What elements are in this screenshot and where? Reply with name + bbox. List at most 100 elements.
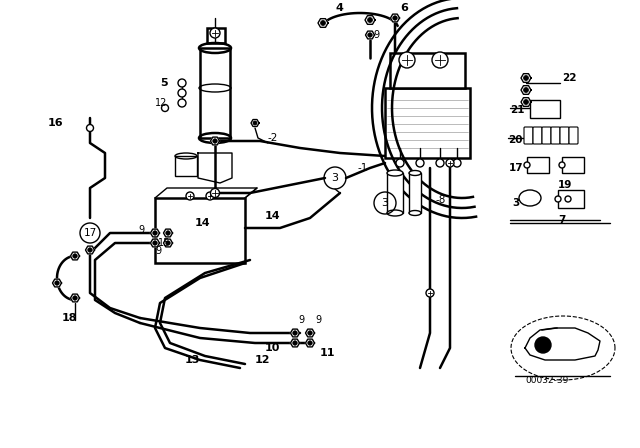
Circle shape — [178, 79, 186, 87]
Ellipse shape — [409, 171, 421, 176]
Circle shape — [178, 99, 186, 107]
Polygon shape — [86, 246, 95, 254]
Text: 9: 9 — [155, 246, 161, 256]
FancyBboxPatch shape — [385, 88, 470, 158]
FancyBboxPatch shape — [155, 198, 245, 263]
Text: 14: 14 — [195, 218, 211, 228]
Polygon shape — [52, 279, 61, 287]
Text: -8: -8 — [435, 195, 445, 205]
Text: 9: 9 — [138, 225, 144, 235]
Circle shape — [535, 337, 551, 353]
Circle shape — [86, 125, 93, 132]
Circle shape — [153, 231, 157, 235]
FancyBboxPatch shape — [562, 157, 584, 173]
Text: 00032-39: 00032-39 — [525, 375, 568, 384]
FancyBboxPatch shape — [390, 53, 465, 88]
Circle shape — [559, 162, 565, 168]
Text: 9: 9 — [315, 315, 321, 325]
Text: 19: 19 — [558, 180, 572, 190]
Polygon shape — [163, 229, 173, 237]
Circle shape — [212, 139, 217, 143]
Text: 9: 9 — [373, 30, 379, 40]
Circle shape — [426, 289, 434, 297]
Circle shape — [88, 248, 92, 252]
Polygon shape — [521, 73, 531, 82]
Circle shape — [186, 192, 194, 200]
FancyBboxPatch shape — [551, 127, 560, 144]
Polygon shape — [291, 329, 300, 337]
Polygon shape — [318, 19, 328, 27]
Circle shape — [292, 341, 297, 345]
FancyBboxPatch shape — [527, 157, 549, 173]
Polygon shape — [305, 329, 314, 337]
Circle shape — [210, 28, 220, 38]
Polygon shape — [365, 31, 374, 39]
Circle shape — [396, 159, 404, 167]
Circle shape — [565, 196, 571, 202]
Polygon shape — [150, 239, 159, 247]
Text: 22: 22 — [562, 73, 577, 83]
Polygon shape — [365, 16, 375, 24]
Polygon shape — [390, 14, 399, 22]
Text: 21: 21 — [510, 105, 525, 115]
Polygon shape — [211, 137, 220, 145]
Polygon shape — [521, 98, 531, 106]
FancyBboxPatch shape — [542, 127, 551, 144]
FancyBboxPatch shape — [524, 127, 533, 144]
Circle shape — [393, 16, 397, 20]
Circle shape — [555, 196, 561, 202]
Circle shape — [73, 254, 77, 258]
Polygon shape — [251, 120, 259, 126]
FancyBboxPatch shape — [560, 127, 569, 144]
FancyBboxPatch shape — [530, 100, 560, 118]
Circle shape — [73, 296, 77, 300]
FancyBboxPatch shape — [409, 173, 421, 213]
Ellipse shape — [409, 211, 421, 215]
Circle shape — [436, 159, 444, 167]
Text: 6: 6 — [400, 3, 408, 13]
Circle shape — [206, 192, 214, 200]
Circle shape — [367, 17, 372, 22]
FancyBboxPatch shape — [558, 190, 584, 208]
Circle shape — [453, 159, 461, 167]
Text: 15: 15 — [158, 238, 170, 248]
Text: 3: 3 — [381, 198, 388, 208]
Text: -2: -2 — [268, 133, 278, 143]
Circle shape — [308, 341, 312, 345]
Text: 12: 12 — [255, 355, 271, 365]
Circle shape — [166, 231, 170, 235]
Text: 17: 17 — [83, 228, 97, 238]
Polygon shape — [198, 153, 232, 183]
Polygon shape — [70, 294, 79, 302]
Circle shape — [524, 162, 530, 168]
Circle shape — [153, 241, 157, 245]
Text: 5: 5 — [160, 78, 168, 88]
Polygon shape — [525, 328, 600, 360]
Circle shape — [308, 331, 312, 335]
Text: 20: 20 — [508, 135, 522, 145]
FancyBboxPatch shape — [533, 127, 542, 144]
FancyBboxPatch shape — [387, 173, 403, 213]
Circle shape — [524, 99, 529, 104]
Text: 7: 7 — [558, 215, 565, 225]
Ellipse shape — [387, 210, 403, 216]
Text: 4: 4 — [336, 3, 344, 13]
Text: 18: 18 — [62, 313, 77, 323]
Text: 9: 9 — [298, 315, 304, 325]
Polygon shape — [150, 229, 159, 237]
Circle shape — [321, 21, 326, 26]
Circle shape — [166, 241, 170, 245]
Circle shape — [524, 76, 529, 81]
Circle shape — [416, 159, 424, 167]
Polygon shape — [305, 339, 314, 347]
Circle shape — [292, 331, 297, 335]
Ellipse shape — [519, 190, 541, 206]
Text: 16: 16 — [48, 118, 63, 128]
Circle shape — [446, 159, 454, 167]
Polygon shape — [291, 339, 300, 347]
Text: 13: 13 — [185, 355, 200, 365]
Polygon shape — [163, 239, 173, 247]
Circle shape — [55, 281, 60, 285]
FancyBboxPatch shape — [569, 127, 578, 144]
Text: -1: -1 — [358, 163, 369, 173]
